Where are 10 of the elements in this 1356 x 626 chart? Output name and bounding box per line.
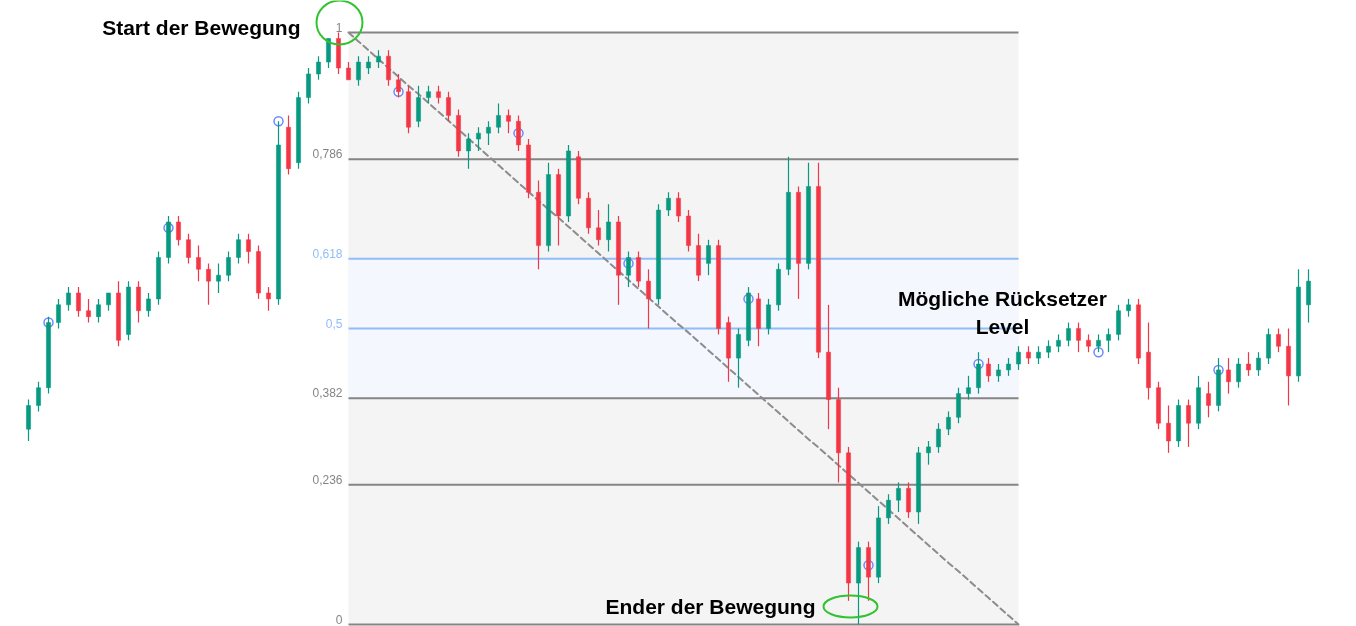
annotation: Ender der Bewegung — [605, 595, 816, 618]
ref-line-label: 0,786 — [312, 147, 343, 162]
ref-line-label: 0,5 — [325, 316, 343, 331]
ref-line-label: 1 — [335, 20, 343, 35]
ref-line-label: 0,618 — [312, 246, 343, 261]
annotation: Start der Bewegung — [102, 16, 301, 39]
ref-line-label: 0,382 — [312, 386, 343, 401]
ref-line-label: 0 — [335, 612, 343, 626]
ref-line-label: 0,236 — [312, 472, 343, 487]
annotation: Mögliche Rücksetzer Level — [898, 287, 1107, 338]
